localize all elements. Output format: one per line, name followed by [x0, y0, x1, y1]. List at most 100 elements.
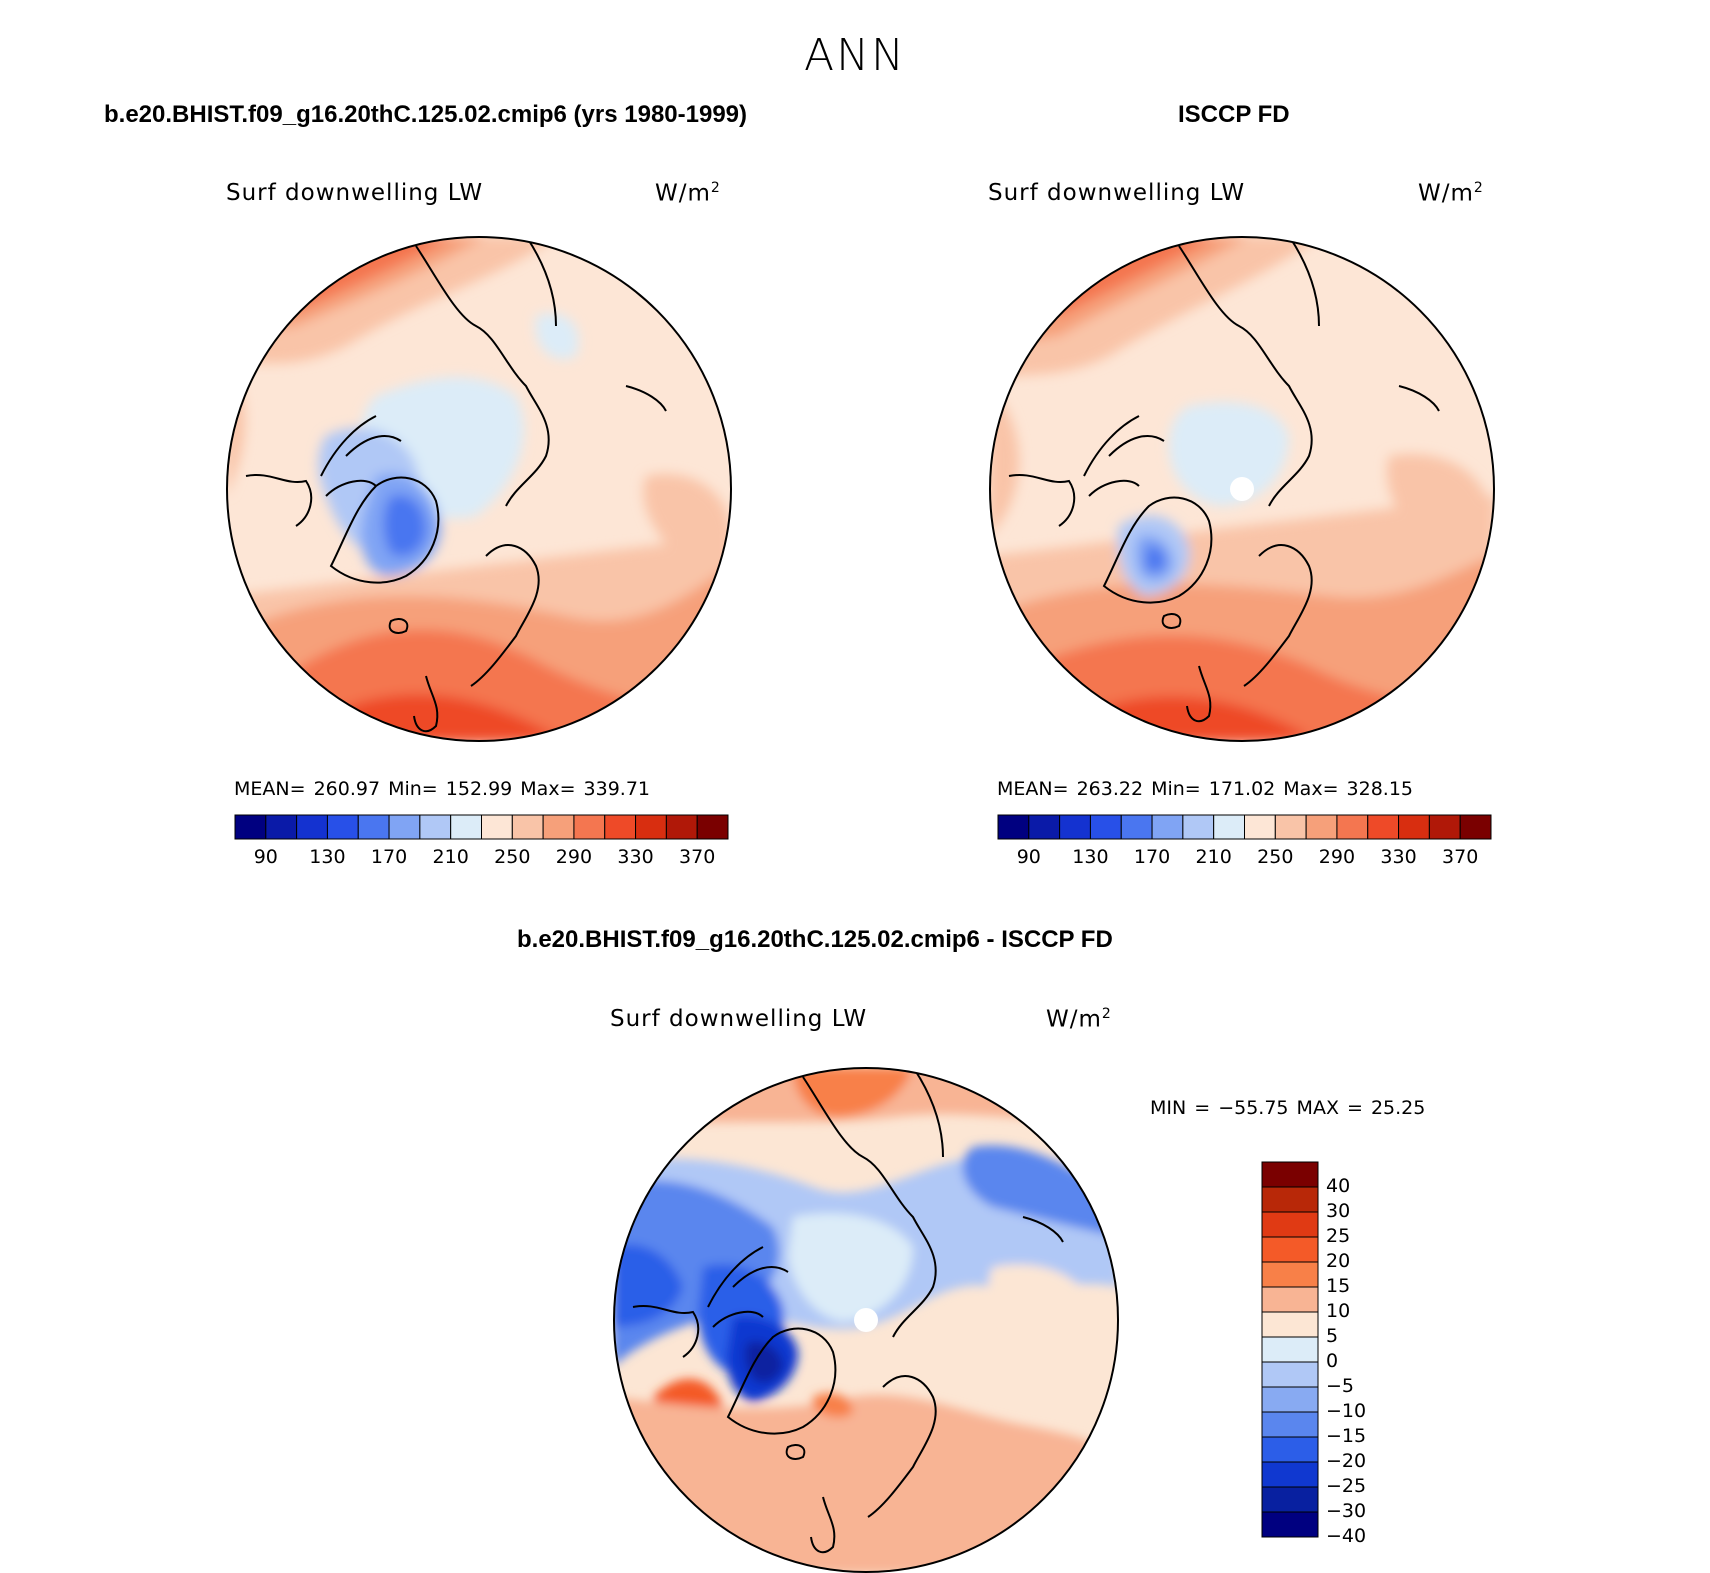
panel-3-colorbar-box — [1261, 1236, 1319, 1263]
panel-1-colorbar-tick-label: 90 — [253, 846, 278, 868]
panel-2-colorbar-box — [1120, 814, 1153, 840]
panel-1-colorbar-box — [265, 814, 298, 840]
panel-2-colorbar-tick-label: 330 — [1380, 846, 1417, 868]
panel-2-colorbar-box — [1459, 814, 1492, 840]
panel-1-colorbar-box — [357, 814, 390, 840]
panel-3-units-label: W/m2 — [1046, 1006, 1112, 1033]
panel-1-colorbar-box — [665, 814, 698, 840]
panel-3-title: b.e20.BHIST.f09_g16.20thC.125.02.cmip6 -… — [517, 926, 1113, 953]
panel-1-colorbar-tick-label: 330 — [617, 846, 654, 868]
panel-3-colorbar-box — [1261, 1486, 1319, 1513]
panel-3-colorbar-box — [1261, 1411, 1319, 1438]
panel-2-colorbar-tick-label: 90 — [1016, 846, 1041, 868]
panel-3-colorbar-ticks: 40 30 25 20 15 10 5 0 −5 −10 −15 −20 −25 −30 −40 — [1326, 1162, 1396, 1547]
panel-1-colorbar-box — [450, 814, 482, 840]
panel-1-colorbar-box — [696, 814, 729, 840]
panel-2-colorbar-tick-label: 290 — [1318, 846, 1356, 868]
panel-3-variable-label: Surf downwelling LW — [610, 1006, 868, 1032]
panel-3-colorbar-box — [1261, 1186, 1319, 1213]
panel-2-colorbar-box — [1028, 814, 1061, 840]
panel-2-colorbar-tick-label: 250 — [1257, 846, 1294, 868]
panel-2-colorbar-box — [1398, 814, 1430, 840]
panel-2-stats: MEAN= 263.22 Min= 171.02 Max= 328.15 — [997, 778, 1414, 800]
panel-3-colorbar-box — [1261, 1511, 1319, 1538]
panel-2-colorbar-box — [1305, 814, 1338, 840]
panel-2-colorbar-box — [1336, 814, 1369, 840]
panel-1-colorbar-box — [542, 814, 575, 840]
panel-3-colorbar-box — [1261, 1161, 1319, 1188]
panel-3-colorbar-box — [1261, 1336, 1319, 1363]
panel-2-colorbar-box — [1274, 814, 1307, 840]
panel-1-colorbar-tick-label: 170 — [370, 846, 408, 868]
panel-3-colorbar-tick-label: −20 — [1326, 1450, 1367, 1472]
panel-2-colorbar-tick-label: 370 — [1442, 846, 1479, 868]
panel-2-colorbar-tick-label: 210 — [1195, 846, 1232, 868]
panel-2-colorbar-tick-label: 170 — [1133, 846, 1171, 868]
figure-title: ANN — [804, 30, 906, 81]
panel-1-stats: MEAN= 260.97 Min= 152.99 Max= 339.71 — [234, 778, 651, 800]
panel-2-colorbar-box — [1244, 814, 1276, 840]
panel-1-colorbar — [234, 814, 729, 840]
panel-2-title: ISCCP FD — [1178, 101, 1290, 128]
panel-3-colorbar-tick-label: 10 — [1326, 1300, 1351, 1322]
panel-1-colorbar-tick-label: 250 — [494, 846, 531, 868]
panel-1-colorbar-box — [481, 814, 513, 840]
panel-3-colorbar-tick-label: 15 — [1326, 1275, 1351, 1297]
panel-1-units-label: W/m2 — [655, 180, 721, 207]
panel-1-colorbar-box — [635, 814, 667, 840]
panel-3-colorbar-tick-label: 5 — [1326, 1325, 1339, 1347]
panel-1-colorbar-box — [388, 814, 421, 840]
panel-2-colorbar-box — [1428, 814, 1461, 840]
panel-3-colorbar-box — [1261, 1386, 1319, 1413]
panel-3-colorbar-tick-label: −30 — [1326, 1500, 1367, 1522]
panel-1-colorbar-tick-label: 370 — [679, 846, 716, 868]
panel-1-colorbar-ticks: 90 130 170 210 250 290 330 370 — [235, 846, 728, 870]
panel-1-colorbar-tick-label: 130 — [309, 846, 346, 868]
panel-2-colorbar-box — [1367, 814, 1400, 840]
panel-2-map — [989, 236, 1495, 742]
panel-1-map — [226, 236, 732, 742]
panel-3-colorbar-tick-label: 30 — [1326, 1200, 1351, 1222]
panel-3-colorbar-box — [1261, 1436, 1319, 1463]
panel-3-colorbar-tick-label: 20 — [1326, 1250, 1351, 1272]
panel-3-colorbar-tick-label: −40 — [1326, 1525, 1367, 1547]
panel-3-map — [613, 1067, 1119, 1573]
panel-3-colorbar-box — [1261, 1311, 1319, 1338]
panel-1-colorbar-box — [419, 814, 452, 840]
panel-2-units-label: W/m2 — [1418, 180, 1484, 207]
panel-3-colorbar-tick-label: 25 — [1326, 1225, 1351, 1247]
panel-3-colorbar-tick-label: 40 — [1326, 1175, 1351, 1197]
panel-1-colorbar-tick-label: 290 — [555, 846, 593, 868]
panel-3-colorbar-box — [1261, 1211, 1319, 1238]
panel-2-colorbar — [997, 814, 1492, 840]
panel-1-colorbar-box — [511, 814, 544, 840]
panel-1-colorbar-box — [604, 814, 637, 840]
panel-2-colorbar-ticks: 90 130 170 210 250 290 330 370 — [998, 846, 1491, 870]
panel-3-colorbar-box — [1261, 1261, 1319, 1288]
panel-3-colorbar-tick-label: −15 — [1326, 1425, 1367, 1447]
panel-2-colorbar-box — [1059, 814, 1091, 840]
panel-3-colorbar-box — [1261, 1361, 1319, 1388]
panel-2-variable-label: Surf downwelling LW — [988, 180, 1246, 206]
panel-2-colorbar-box — [1151, 814, 1184, 840]
panel-2-colorbar-box — [1182, 814, 1215, 840]
panel-3-colorbar-box — [1261, 1461, 1319, 1488]
panel-3-colorbar-tick-label: −10 — [1326, 1400, 1367, 1422]
panel-2-colorbar-tick-label: 130 — [1072, 846, 1109, 868]
panel-2-colorbar-box — [1213, 814, 1245, 840]
panel-2-colorbar-box — [997, 814, 1030, 840]
panel-3-colorbar-box — [1261, 1286, 1319, 1313]
panel-2-colorbar-box — [1089, 814, 1122, 840]
panel-1-colorbar-box — [234, 814, 267, 840]
panel-1-colorbar-box — [573, 814, 606, 840]
panel-1-colorbar-tick-label: 210 — [432, 846, 469, 868]
panel-1-colorbar-box — [326, 814, 359, 840]
panel-3-colorbar-tick-label: −5 — [1326, 1375, 1355, 1397]
panel-3-colorbar-tick-label: 0 — [1326, 1350, 1339, 1372]
panel-1-colorbar-box — [296, 814, 328, 840]
panel-1-variable-label: Surf downwelling LW — [226, 180, 484, 206]
panel-3-colorbar — [1261, 1161, 1319, 1538]
panel-3-stats: MIN = −55.75 MAX = 25.25 — [1150, 1097, 1426, 1119]
panel-3-colorbar-tick-label: −25 — [1326, 1475, 1367, 1497]
panel-1-title: b.e20.BHIST.f09_g16.20thC.125.02.cmip6 (… — [104, 101, 748, 128]
